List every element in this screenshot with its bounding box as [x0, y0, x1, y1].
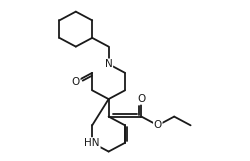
Text: O: O: [137, 94, 145, 104]
Text: O: O: [154, 120, 162, 130]
Text: O: O: [72, 77, 80, 87]
Text: N: N: [105, 59, 112, 69]
Text: HN: HN: [84, 138, 100, 148]
